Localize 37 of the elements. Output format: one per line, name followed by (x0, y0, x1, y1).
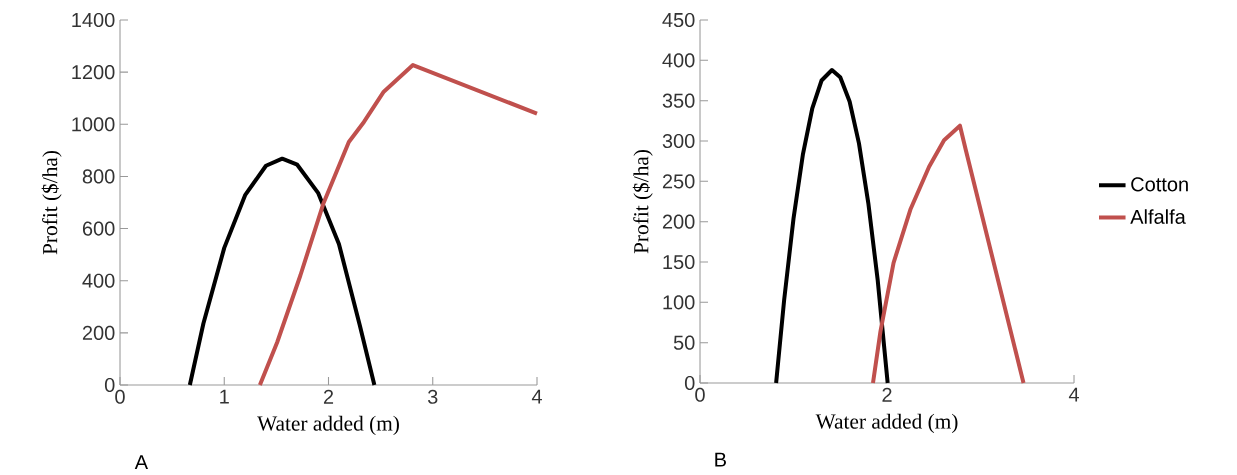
y-tick-label: 200 (82, 325, 115, 340)
x-tick-label: 3 (427, 389, 438, 404)
y-tick-label: 1400 (72, 12, 115, 28)
x-tick-label: 4 (531, 389, 542, 404)
y-tick-label: 250 (662, 174, 695, 189)
legend-label: Alfalfa (1130, 209, 1186, 224)
y-tick-label: 100 (663, 295, 695, 310)
y-tick-label: 0 (684, 375, 695, 391)
x-tick-label: 0 (115, 389, 125, 404)
y-tick-label: 350 (662, 93, 695, 108)
y-tick-label: 300 (662, 133, 695, 149)
x-axis-title: Water added (m) (815, 413, 958, 434)
y-tick-label: 400 (662, 53, 695, 68)
line-series (774, 68, 890, 385)
x-tick-label: 0 (695, 387, 705, 402)
text: A (134, 455, 149, 469)
y-tick-label: 1200 (72, 65, 115, 80)
x-tick-label: 2 (882, 387, 892, 402)
x-tick-label: 4 (1068, 387, 1079, 402)
line-series (187, 156, 377, 387)
y-tick-label: 450 (662, 12, 695, 28)
y-tick-label: 1000 (72, 117, 115, 132)
text: B (715, 452, 726, 467)
legend-label: Cotton (1131, 177, 1188, 192)
y-tick-label: 600 (82, 221, 115, 236)
y-tick-label: 150 (663, 254, 695, 270)
x-tick-label: 2 (323, 389, 334, 404)
x-tick-label: 1 (220, 389, 229, 404)
x-axis-title: Water added (m) (257, 415, 399, 436)
y-tick-label: 50 (673, 335, 695, 350)
y-tick-label: 200 (662, 214, 695, 229)
y-tick-label: 800 (82, 169, 115, 184)
y-axis-title: Profit ($/ha) (41, 150, 62, 255)
y-tick-label: 400 (82, 273, 115, 288)
y-axis-title: Profit ($/ha) (632, 149, 653, 254)
line-series (257, 63, 539, 387)
line-series (870, 123, 1026, 385)
